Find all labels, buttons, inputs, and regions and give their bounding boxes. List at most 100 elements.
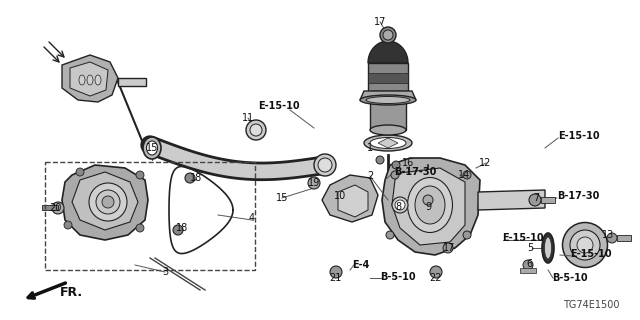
Text: E-15-10: E-15-10 <box>502 233 543 243</box>
Bar <box>42 205 58 210</box>
Ellipse shape <box>545 237 552 259</box>
Circle shape <box>64 221 72 229</box>
Text: E-15-10: E-15-10 <box>570 249 612 259</box>
Text: E-4: E-4 <box>352 260 369 270</box>
Polygon shape <box>62 165 148 240</box>
Circle shape <box>392 161 400 169</box>
Text: 14: 14 <box>458 170 470 180</box>
Text: 9: 9 <box>425 202 431 212</box>
Bar <box>118 78 146 86</box>
Text: 21: 21 <box>329 273 341 283</box>
Ellipse shape <box>147 141 157 155</box>
Bar <box>617 235 631 241</box>
Polygon shape <box>62 55 118 102</box>
Ellipse shape <box>89 183 127 221</box>
Text: 10: 10 <box>334 191 346 201</box>
Circle shape <box>136 224 144 232</box>
Ellipse shape <box>577 237 593 253</box>
Bar <box>541 197 555 203</box>
Circle shape <box>529 194 541 206</box>
Ellipse shape <box>563 222 607 268</box>
Ellipse shape <box>395 200 405 210</box>
Ellipse shape <box>246 120 266 140</box>
Text: 1: 1 <box>367 143 373 153</box>
Ellipse shape <box>95 75 101 85</box>
Text: 17: 17 <box>443 243 455 253</box>
Text: E-15-10: E-15-10 <box>258 101 300 111</box>
Ellipse shape <box>250 124 262 136</box>
Bar <box>368 73 408 83</box>
Circle shape <box>185 173 195 183</box>
Text: 6: 6 <box>526 259 532 269</box>
Circle shape <box>386 231 394 239</box>
Circle shape <box>380 27 396 43</box>
Circle shape <box>523 260 533 270</box>
Ellipse shape <box>408 178 452 233</box>
Polygon shape <box>70 62 108 96</box>
Ellipse shape <box>370 138 406 148</box>
Polygon shape <box>378 138 398 148</box>
Circle shape <box>308 177 320 189</box>
Text: 2: 2 <box>367 171 373 181</box>
Ellipse shape <box>314 154 336 176</box>
Circle shape <box>430 266 442 278</box>
Bar <box>45 162 255 270</box>
Ellipse shape <box>318 158 332 172</box>
Text: 4: 4 <box>249 213 255 223</box>
Text: 13: 13 <box>602 230 614 240</box>
Circle shape <box>463 231 471 239</box>
Text: 17: 17 <box>374 17 386 27</box>
Ellipse shape <box>143 137 161 159</box>
Text: 18: 18 <box>190 173 202 183</box>
Circle shape <box>52 202 64 214</box>
Circle shape <box>136 171 144 179</box>
Text: 8: 8 <box>395 202 401 212</box>
Circle shape <box>173 225 183 235</box>
Ellipse shape <box>366 97 410 103</box>
Text: FR.: FR. <box>60 285 83 299</box>
Text: 15: 15 <box>276 193 288 203</box>
Circle shape <box>463 171 471 179</box>
Bar <box>370 100 406 130</box>
Text: B-17-30: B-17-30 <box>557 191 600 201</box>
Text: 7: 7 <box>533 193 539 203</box>
Ellipse shape <box>96 190 120 214</box>
Ellipse shape <box>392 197 408 213</box>
Circle shape <box>391 171 399 179</box>
Circle shape <box>443 243 453 253</box>
Ellipse shape <box>364 135 412 151</box>
Text: B-5-10: B-5-10 <box>380 272 415 282</box>
Polygon shape <box>368 41 408 63</box>
Ellipse shape <box>542 233 554 263</box>
Text: B-5-10: B-5-10 <box>552 273 588 283</box>
Polygon shape <box>392 168 465 245</box>
Text: 20: 20 <box>49 203 61 213</box>
Text: 22: 22 <box>429 273 441 283</box>
Ellipse shape <box>102 196 114 208</box>
Ellipse shape <box>415 186 445 224</box>
Ellipse shape <box>79 75 85 85</box>
Text: 18: 18 <box>176 223 188 233</box>
Ellipse shape <box>570 230 600 260</box>
Circle shape <box>76 168 84 176</box>
Text: TG74E1500: TG74E1500 <box>563 300 620 310</box>
Text: 12: 12 <box>479 158 491 168</box>
Text: 3: 3 <box>162 267 168 277</box>
Circle shape <box>423 195 433 205</box>
Text: 15: 15 <box>146 143 158 153</box>
Ellipse shape <box>360 95 416 105</box>
Bar <box>380 55 396 59</box>
Polygon shape <box>360 91 416 100</box>
Ellipse shape <box>370 125 406 135</box>
Bar <box>368 63 408 91</box>
Circle shape <box>330 266 342 278</box>
Polygon shape <box>72 172 138 230</box>
Polygon shape <box>338 185 368 217</box>
Bar <box>520 268 536 273</box>
Text: E-15-10: E-15-10 <box>558 131 600 141</box>
Circle shape <box>607 233 617 243</box>
Text: 5: 5 <box>527 243 533 253</box>
Polygon shape <box>478 190 545 210</box>
Circle shape <box>376 156 384 164</box>
Circle shape <box>383 30 393 40</box>
